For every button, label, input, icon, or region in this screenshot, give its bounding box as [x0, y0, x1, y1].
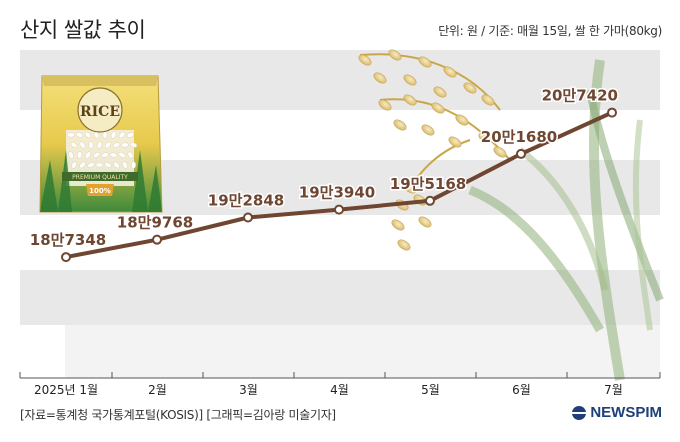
x-tick-label: 6월: [512, 383, 531, 397]
rice-plant-illustration: [359, 53, 664, 381]
rice-grain-icon: [373, 72, 387, 84]
bag-rice-grain-icon: [88, 141, 94, 149]
bag-rice-grain-icon: [104, 141, 112, 149]
rice-grain-icon: [463, 82, 477, 94]
rice-grain-icon: [378, 99, 392, 111]
rice-grains: [358, 49, 507, 251]
rice-grain-icon: [388, 49, 402, 61]
bag-rice-grain-icon: [110, 131, 117, 139]
rice-grain-icon: [493, 146, 507, 158]
bag-rice-grain-icon: [93, 152, 100, 158]
bag-rice-grain-icon: [77, 151, 82, 159]
rice-grain-icon: [433, 86, 447, 98]
bag-rice-grain-icon: [70, 142, 78, 148]
x-tick-label: 4월: [330, 383, 349, 397]
rice-bag-logo-text: RICE: [80, 104, 120, 120]
chart-title: 산지 쌀값 추이: [20, 18, 146, 42]
bag-rice-grain-icon: [121, 142, 129, 148]
bag-rice-grain-icon: [79, 161, 86, 169]
source-note: [자료=통계청 국가통계포털(KOSIS)] [그래픽=김아랑 미술기자]: [20, 408, 336, 422]
rice-bag-badge: 100%: [89, 187, 111, 195]
rice-grain-icon: [403, 74, 417, 86]
rice-bag-illustration: RICE PREMIUM QUALITY 100%: [39, 75, 163, 213]
rice-grain-icon: [443, 66, 457, 78]
x-axis: 2025년 1월 2월 3월 4월 5월 6월 7월: [19, 372, 661, 397]
unit-note: 단위: 원 / 기준: 매월 15일, 쌀 한 가마(80kg): [438, 24, 662, 38]
newspim-logo-text: NEWSPIM: [590, 404, 662, 421]
rice-grain-icon: [393, 119, 407, 131]
price-line-series: 18만7348 18만9768 19만2848 19만3940 19만5168 20만16…: [28, 85, 620, 263]
newspim-logo: NEWSPIM: [572, 404, 662, 421]
x-tick-label: 2월: [148, 383, 167, 397]
bag-rice-grain-icon: [126, 132, 135, 138]
bag-rice-grain-icon: [104, 162, 112, 168]
rice-grain-icon: [418, 56, 432, 68]
rice-grain-icon: [397, 239, 411, 251]
bag-rice-grain-icon: [95, 162, 104, 168]
bag-rice-grain-icon: [112, 142, 121, 148]
rice-grain-icon: [455, 114, 469, 126]
bag-rice-grain-icon: [113, 161, 120, 169]
data-label: 20만7420: [542, 87, 618, 105]
rice-grain-icon: [358, 54, 372, 66]
bag-rice-grain-icon: [129, 142, 138, 148]
bag-rice-grain-icon: [96, 141, 103, 149]
rice-grain-icon: [478, 132, 492, 144]
x-tick-label: 2025년 1월: [34, 383, 98, 397]
x-tick-label: 7월: [604, 383, 623, 397]
data-point: [425, 195, 435, 206]
data-point: [61, 252, 71, 263]
data-point: [152, 234, 162, 245]
data-point: [243, 212, 253, 223]
rice-grain-icon: [448, 136, 462, 148]
x-tick-label: 5월: [421, 383, 440, 397]
bag-rice-grain-icon: [68, 151, 74, 159]
newspim-logo-icon: [572, 405, 587, 420]
bag-rice-grain-icon: [71, 161, 77, 169]
bag-rice-grain-icon: [84, 131, 92, 139]
x-tick-label: 3월: [239, 383, 258, 397]
data-label: 20만1680: [481, 128, 557, 146]
rice-grain-icon: [431, 102, 445, 114]
bag-rice-grain-icon: [122, 161, 128, 169]
data-label: 19만3940: [299, 184, 375, 202]
rice-grain-icon: [418, 216, 432, 228]
data-label: 18만9768: [117, 214, 193, 232]
data-label: 19만5168: [390, 175, 466, 193]
data-label: 19만2848: [208, 191, 284, 209]
bag-rice-grain-icon: [118, 131, 126, 139]
data-point: [334, 204, 344, 215]
rice-grain-icon: [421, 124, 435, 136]
bag-rice-grain-icon: [87, 162, 95, 168]
bag-rice-grain-icon: [67, 132, 75, 138]
bag-rice-grain-icon: [79, 141, 86, 149]
rice-grain-icon: [403, 182, 417, 194]
bag-rice-grain-icon: [118, 152, 126, 158]
data-point: [607, 107, 617, 118]
rice-bag-tag: PREMIUM QUALITY: [72, 174, 128, 181]
bag-rice-grain-icon: [101, 152, 109, 158]
rice-grain-icon: [481, 94, 495, 106]
bag-rice-grain-icon: [102, 131, 108, 139]
bag-rice-grain-icon: [109, 152, 118, 158]
bag-rice-grain-icon: [85, 151, 91, 159]
data-label: 18만7348: [30, 231, 106, 249]
data-point: [516, 148, 526, 159]
bag-rice-grain-icon: [75, 132, 84, 138]
bag-rice-grain-icon: [127, 151, 134, 159]
rice-grain-icon: [391, 219, 405, 231]
bag-rice-grain-icon: [131, 161, 136, 169]
rice-grain-icon: [403, 94, 417, 106]
